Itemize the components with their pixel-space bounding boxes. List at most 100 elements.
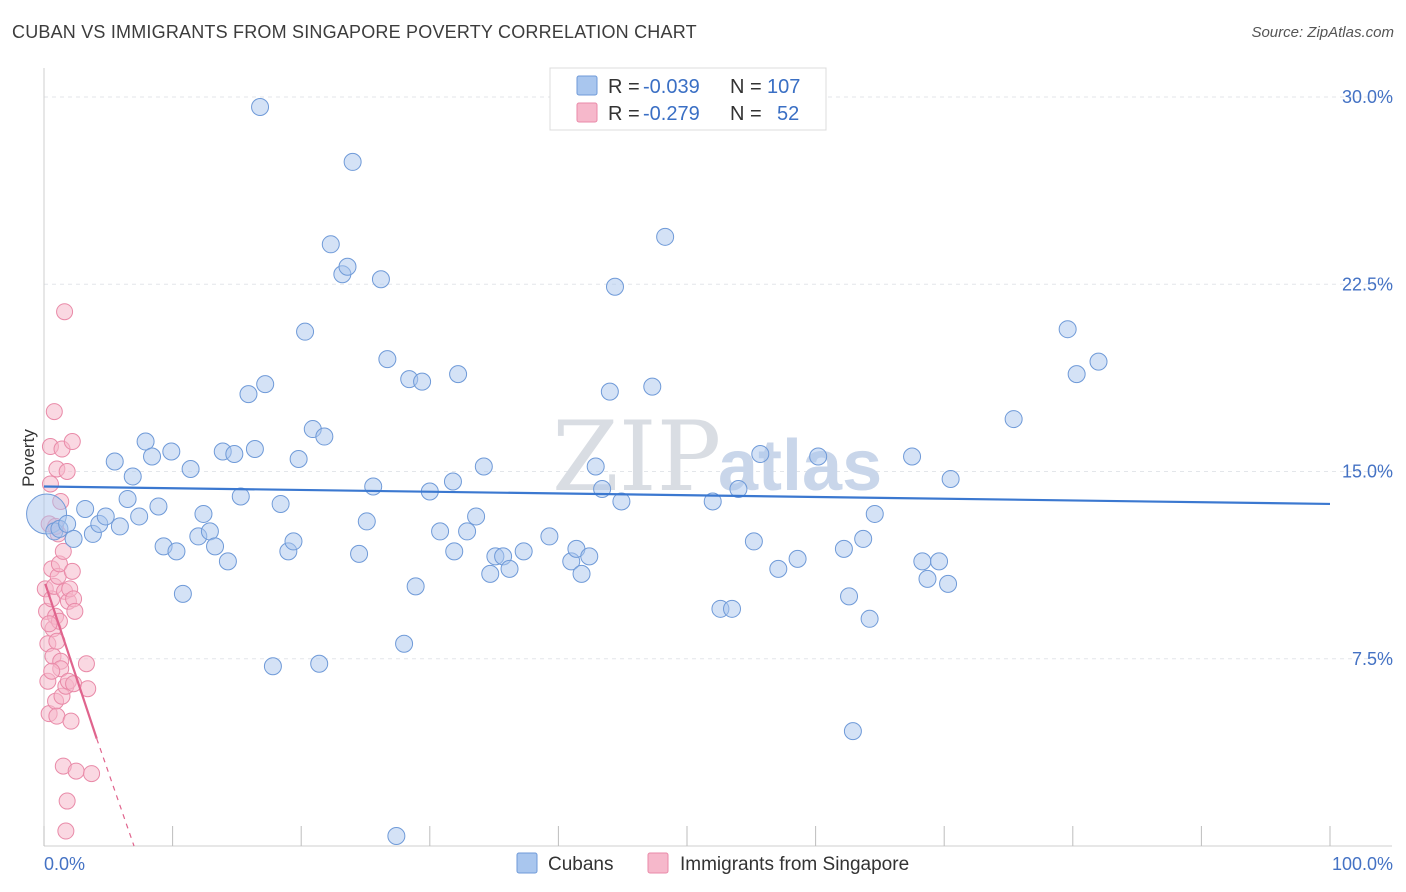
point-singapore-37 [62,712,80,730]
trend-line-singapore [44,583,98,739]
point-cubans-87 [769,559,788,578]
point-cubans-31 [245,440,264,459]
point-cubans-5 [76,499,95,518]
point-cubans-59 [443,472,462,491]
x-tick-label-0: 0.0% [44,854,85,874]
point-cubans-14 [136,432,155,451]
legend-n-label-1: N = [730,76,762,98]
point-cubans-23 [194,504,213,523]
point-cubans-79 [643,377,662,396]
point-cubans-76 [600,382,619,401]
point-cubans-88 [788,549,807,568]
point-cubans-81 [703,492,722,511]
point-cubans-19 [167,542,186,561]
legend-r-label-1: R = [608,76,640,98]
point-cubans-39 [296,322,315,341]
point-cubans-11 [118,489,137,508]
point-cubans-41 [310,654,329,673]
point-cubans-99 [939,574,958,593]
point-cubans-43 [321,235,340,254]
point-cubans-105 [843,722,862,741]
point-cubans-104 [1089,352,1108,371]
point-singapore-38 [63,433,81,451]
point-singapore-33 [58,792,76,810]
point-cubans-98 [930,552,949,571]
point-cubans-33 [256,375,275,394]
point-cubans-103 [1067,365,1086,384]
series-singapore-points [36,303,101,840]
point-cubans-83 [723,599,742,618]
point-cubans-58 [431,522,450,541]
point-cubans-3 [58,514,77,533]
point-cubans-38 [289,450,308,469]
point-cubans-91 [840,587,859,606]
point-cubans-89 [809,447,828,466]
point-cubans-106 [445,542,464,561]
point-cubans-35 [271,494,290,513]
point-cubans-84 [729,479,748,498]
y-tick-label-2: 22.5% [1342,274,1393,294]
point-cubans-45 [338,257,357,276]
point-cubans-53 [395,634,414,653]
point-singapore-32 [58,463,76,480]
legend-n-value-1: 107 [767,76,800,98]
point-singapore-16 [48,707,66,725]
bottom-legend: Cubans Immigrants from Singapore [516,852,909,875]
point-cubans-95 [903,447,922,466]
bottom-legend-swatch-singapore [647,852,669,874]
point-cubans-24 [200,522,219,541]
bottom-legend-cubans: Cubans [548,854,614,875]
y-tick-label-3: 30.0% [1342,87,1393,107]
point-cubans-49 [364,477,383,496]
legend: R = -0.039 N = 107 R = -0.279 N = 52 [549,67,827,131]
point-cubans-9 [105,452,124,471]
point-singapore-42 [66,602,84,620]
point-cubans-47 [350,544,369,563]
point-cubans-4 [64,529,83,548]
point-singapore-31 [57,822,75,840]
x-tick-label-1: 100.0% [1332,854,1393,874]
y-axis-label: Poverty [19,429,38,487]
trend-lines [43,485,1331,847]
point-cubans-78 [612,492,631,511]
point-singapore-47 [43,662,61,680]
point-cubans-51 [378,350,397,369]
point-cubans-50 [371,270,390,289]
point-cubans-28 [225,445,244,464]
point-cubans-21 [181,460,200,479]
point-cubans-80 [656,227,675,246]
y-tick-label-1: 15.0% [1342,462,1393,482]
trend-line-cubans [43,485,1331,506]
tick-labels: 7.5% 15.0% 22.5% 30.0% 0.0% 100.0% [44,87,1393,874]
point-cubans-34 [263,657,282,676]
legend-swatch-singapore [576,102,598,123]
point-cubans-15 [143,447,162,466]
point-cubans-13 [130,507,149,526]
point-cubans-16 [149,497,168,516]
point-cubans-56 [413,372,432,391]
point-cubans-94 [865,504,884,523]
point-cubans-48 [357,512,376,531]
point-cubans-74 [586,457,605,476]
point-cubans-77 [605,277,624,296]
point-cubans-90 [834,539,853,558]
point-cubans-63 [474,457,493,476]
legend-r-value-2: -0.279 [643,103,700,125]
point-cubans-42 [315,427,334,446]
point-cubans-73 [580,547,599,566]
y-tick-label-0: 7.5% [1352,649,1393,669]
point-cubans-68 [514,542,533,561]
point-cubans-20 [173,584,192,603]
point-cubans-101 [1004,410,1023,429]
point-cubans-67 [500,559,519,578]
point-singapore-12 [45,403,63,421]
legend-r-value-1: -0.039 [643,76,700,98]
point-cubans-30 [239,385,258,404]
trend-line-singapore-extension [96,738,135,847]
point-cubans-46 [343,152,362,171]
bottom-legend-swatch-cubans [516,852,538,874]
chart-title: CUBAN VS IMMIGRANTS FROM SINGAPORE POVER… [12,22,697,42]
point-cubans-61 [458,522,477,541]
point-cubans-52 [387,827,406,846]
legend-r-label-2: R = [608,103,640,125]
